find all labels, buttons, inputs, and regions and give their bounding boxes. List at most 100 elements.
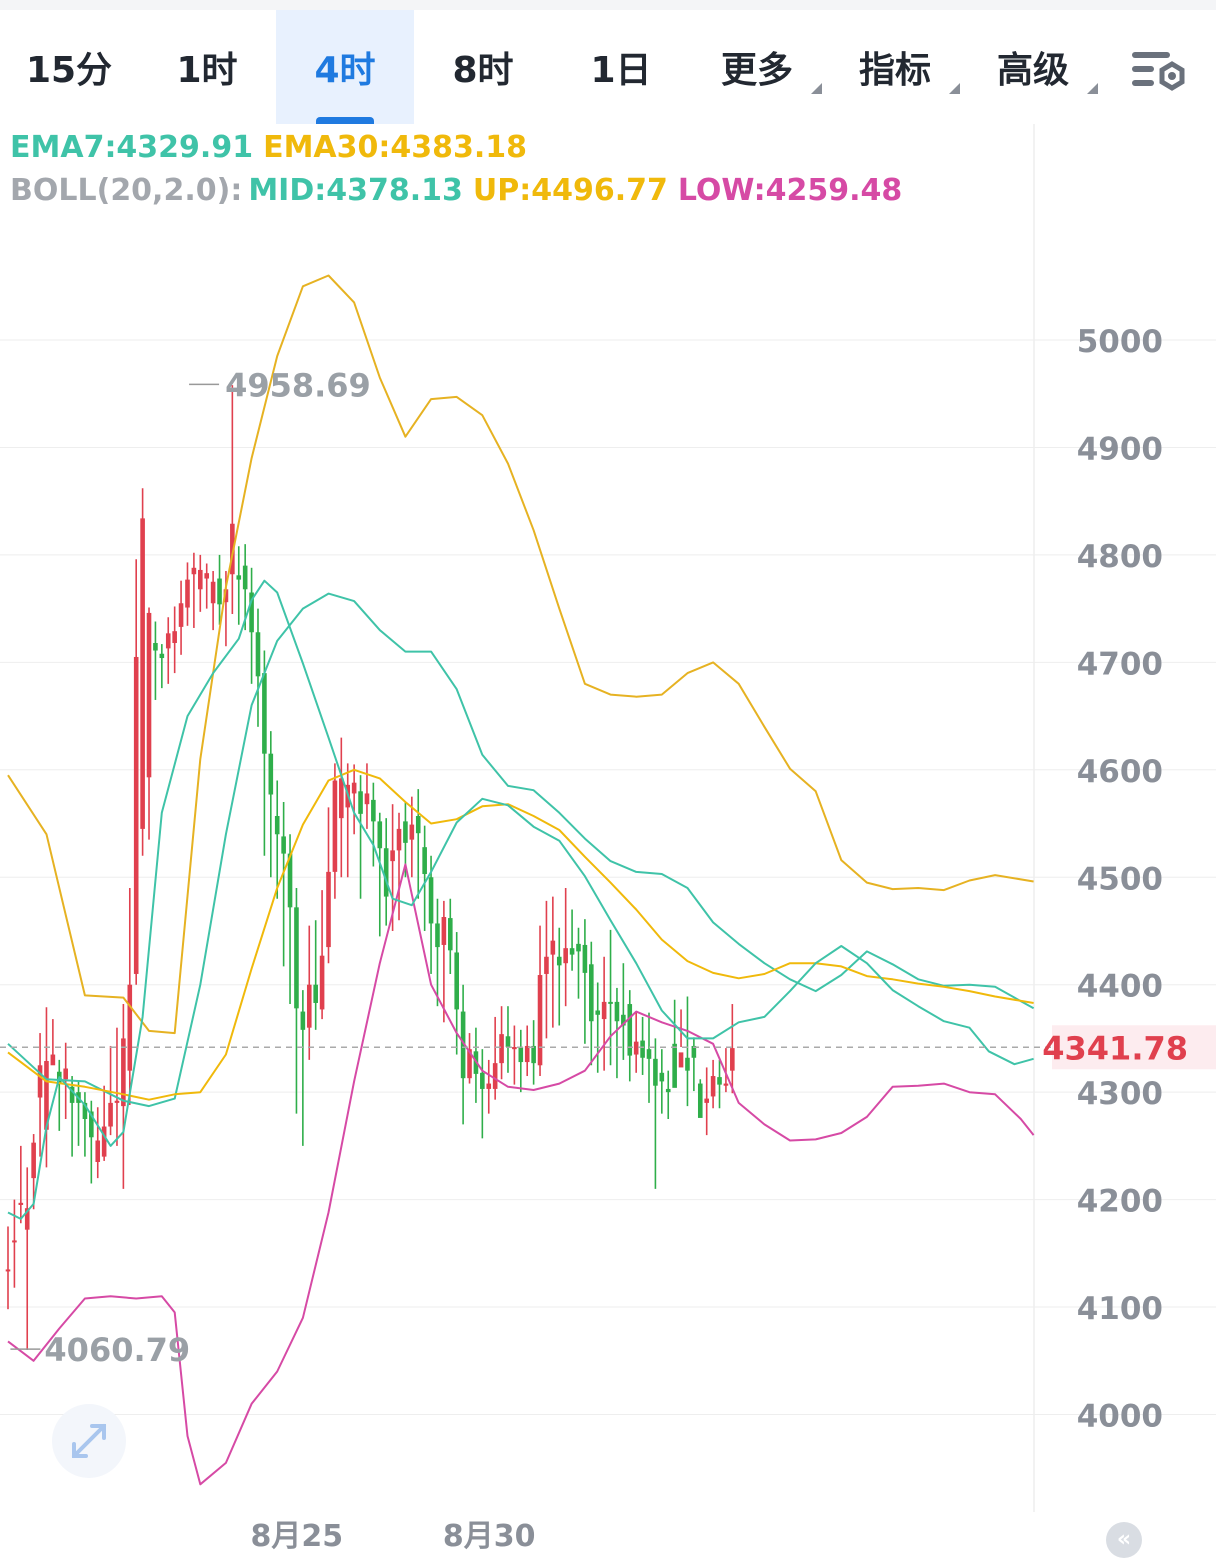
candle-body [127, 984, 133, 1071]
tab-1day[interactable]: 1日 [590, 50, 652, 91]
y-tick-label: 4000 [1077, 1399, 1163, 1435]
candle-body [268, 753, 274, 795]
y-tick-label: 4900 [1077, 431, 1163, 467]
high-marker-label: 4958.69 [225, 366, 371, 404]
candle-body [409, 824, 415, 840]
candle [608, 929, 613, 1066]
timeframe-toolbar: 15分 1时 4时 8时 1日 更多 指标 高级 [0, 0, 1216, 124]
candle [415, 789, 421, 899]
tab-more-dropdown[interactable]: 更多 [690, 10, 824, 124]
candle [710, 1059, 716, 1109]
candle-body [678, 1052, 684, 1068]
candle-body [595, 1010, 601, 1015]
y-tick-label: 4400 [1077, 969, 1163, 1005]
candle [249, 567, 254, 684]
candle-body [358, 791, 363, 814]
boll-params: BOLL(20,2.0): [10, 173, 243, 208]
candle-body [89, 1111, 94, 1138]
candle-body [428, 877, 434, 924]
candle-body [12, 1240, 17, 1243]
tab-advanced-dropdown[interactable]: 高级 [966, 10, 1100, 124]
candle [396, 812, 402, 921]
candle [659, 1049, 665, 1114]
candle-body [435, 923, 440, 948]
ema-legend-row: EMA7:4329.91 EMA30:4383.18 [10, 126, 912, 169]
candle [595, 982, 601, 1073]
candle-body [537, 975, 543, 1066]
candle-body [614, 1001, 620, 1022]
candle-body [185, 579, 190, 608]
candle-body [217, 578, 222, 605]
candle-body [627, 1004, 633, 1056]
candle [601, 956, 607, 1071]
candle [37, 1033, 43, 1157]
current-price-label: 4341.78 [1042, 1029, 1188, 1067]
candle [332, 763, 338, 899]
y-tick-label: 4100 [1077, 1291, 1163, 1327]
x-axis-labels: 8月25 8月30 [251, 1519, 536, 1554]
settings-sliders-icon[interactable] [1126, 44, 1190, 100]
candle-body [242, 565, 248, 590]
candle [371, 782, 376, 867]
candle-body [460, 1011, 466, 1079]
candle [44, 1007, 49, 1168]
candle-body [685, 1057, 690, 1071]
candle-body [396, 828, 402, 851]
candle [159, 644, 165, 689]
back-to-latest-icon[interactable]: « [1106, 1522, 1142, 1558]
boll-low-line [7, 863, 1035, 1486]
candle-body [236, 575, 242, 580]
candle [621, 963, 626, 1060]
candle-body [306, 984, 312, 1028]
candle-body [319, 955, 325, 1010]
tab-8hour[interactable]: 8时 [452, 50, 514, 91]
candle-body [659, 1072, 665, 1082]
tab-15min[interactable]: 15分 [25, 50, 113, 91]
candle-body [63, 1068, 68, 1080]
candle-body [50, 1054, 56, 1066]
price-markers: 4341.78 4958.69 4060.79 [0, 366, 1216, 1369]
candle [377, 812, 383, 937]
candle [146, 607, 152, 840]
candle [294, 887, 299, 1114]
candle [153, 621, 158, 700]
candle-body [505, 1036, 511, 1048]
candle [486, 1059, 492, 1114]
candle-body [159, 653, 165, 659]
candle [121, 1004, 126, 1189]
candle-body [24, 1208, 30, 1230]
candle [217, 554, 222, 625]
candle [24, 1167, 30, 1351]
candle [550, 896, 556, 1028]
candle-body [415, 816, 421, 834]
candle [236, 546, 242, 625]
tab-indicators-dropdown[interactable]: 指标 [828, 10, 962, 124]
candle [101, 1085, 107, 1161]
y-tick-label: 4600 [1077, 754, 1163, 790]
candle [5, 1226, 11, 1310]
y-tick-label: 4800 [1077, 539, 1163, 575]
expand-diagonal-icon[interactable] [52, 1404, 126, 1478]
candle-body [140, 518, 145, 829]
ema30-line [7, 768, 1034, 1101]
candle-body [621, 1014, 626, 1026]
tab-4hour[interactable]: 4时 [276, 10, 414, 124]
candle [191, 552, 197, 628]
candle-body [364, 793, 370, 805]
tab-1hour[interactable]: 1时 [176, 50, 238, 91]
candle-body [550, 940, 556, 955]
candle [569, 909, 575, 971]
candle [358, 775, 363, 899]
dropdown-caret-icon [811, 83, 822, 94]
candle-body [480, 1072, 485, 1089]
candle [678, 1009, 684, 1068]
ema30-value: EMA30:4383.18 [263, 130, 528, 165]
candle [172, 606, 177, 674]
y-tick-label: 4500 [1077, 861, 1163, 897]
candle-body [383, 848, 389, 897]
y-tick-label: 4200 [1077, 1184, 1163, 1220]
candle-body [332, 780, 338, 872]
candle-body [44, 1060, 49, 1130]
candle-body [153, 643, 158, 651]
